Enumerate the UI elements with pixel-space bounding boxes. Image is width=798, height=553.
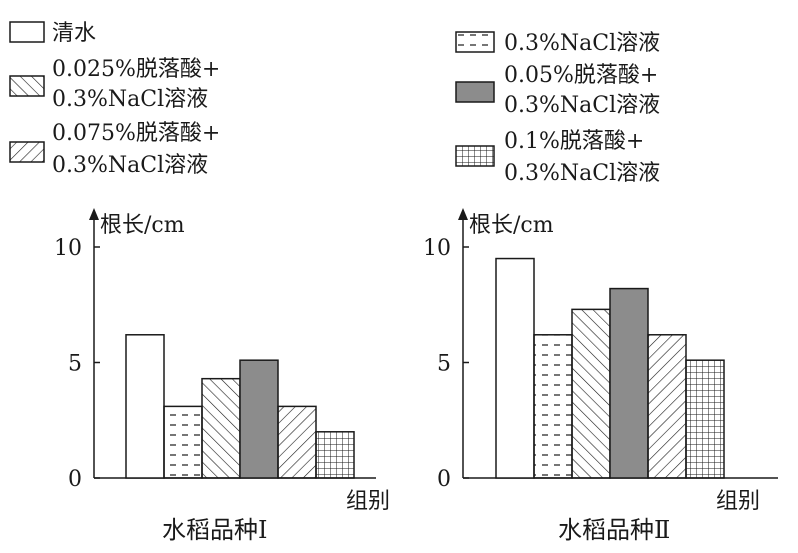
bar-blank (495, 257, 535, 479)
bar-diag-back (647, 334, 687, 479)
chart-caption: 水稻品种Ⅱ (558, 516, 670, 544)
bar-diag-forward (201, 377, 241, 479)
chart-panel-variety-1: 根长/cm 组别 水稻品种Ⅰ 0 5 10 (54, 208, 390, 544)
x-axis-label: 组别 (716, 489, 760, 514)
legend-swatch-dashes (455, 31, 495, 53)
y-axis-label: 根长/cm (469, 213, 554, 238)
legend-item-0025-aba: 0.025%脱落酸+ 0.3%NaCl溶液 (9, 57, 220, 112)
legend-swatch-blank (9, 21, 45, 43)
bar-gray (609, 287, 649, 479)
y-ticks: 0 5 10 (54, 236, 100, 492)
legend-label: 0.025%脱落酸+ (52, 57, 220, 82)
legend-swatch-gray (455, 81, 495, 103)
chart-caption: 水稻品种Ⅰ (162, 516, 267, 544)
y-tick-label: 10 (423, 236, 451, 261)
x-axis-label: 组别 (346, 489, 390, 514)
y-tick-label: 10 (54, 236, 82, 261)
legend-label: 清水 (52, 21, 96, 46)
y-axis-label: 根长/cm (100, 213, 185, 238)
bar-diag-back (277, 405, 317, 479)
bar-dashes (163, 405, 203, 479)
bars (495, 257, 725, 479)
y-tick-label: 0 (437, 467, 451, 492)
legend-label: 0.3%NaCl溶液 (52, 87, 208, 112)
y-tick-label: 5 (437, 352, 451, 377)
bar-diag-forward (571, 308, 611, 479)
legend-label: 0.3%NaCl溶液 (504, 161, 660, 186)
legend-item-0075-aba: 0.075%脱落酸+ 0.3%NaCl溶液 (9, 121, 220, 178)
bar-dashes (533, 334, 573, 479)
legend-swatch-diag-back (9, 141, 45, 163)
legend-label: 0.3%NaCl溶液 (52, 153, 208, 178)
y-tick-label: 0 (68, 467, 82, 492)
legend-item-01-aba: 0.1%脱落酸+ 0.3%NaCl溶液 (455, 129, 660, 186)
legend: 清水 0.025%脱落酸+ 0.3%NaCl溶液 0.075%脱落酸+ 0.3%… (9, 21, 660, 186)
legend-item-clear-water: 清水 (9, 21, 96, 46)
bar-grid (685, 359, 725, 479)
legend-label: 0.3%NaCl溶液 (504, 31, 660, 56)
legend-item-005-aba: 0.05%脱落酸+ 0.3%NaCl溶液 (455, 63, 660, 118)
chart-panel-variety-2: 根长/cm 组别 水稻品种Ⅱ 0 5 10 (423, 208, 778, 544)
legend-swatch-grid (455, 145, 495, 167)
y-ticks: 0 5 10 (423, 236, 469, 492)
bar-gray (239, 359, 279, 479)
y-tick-label: 5 (68, 352, 82, 377)
y-axis-arrow (89, 208, 99, 220)
legend-item-nacl: 0.3%NaCl溶液 (455, 31, 660, 56)
bar-blank (125, 334, 165, 479)
legend-label: 0.3%NaCl溶液 (504, 93, 660, 118)
legend-label: 0.05%脱落酸+ (504, 63, 658, 88)
legend-label: 0.075%脱落酸+ (52, 121, 220, 146)
legend-label: 0.1%脱落酸+ (504, 129, 644, 154)
y-axis-arrow (458, 208, 468, 220)
bars (125, 334, 355, 479)
bar-grid (315, 431, 355, 479)
legend-swatch-diag-forward (9, 75, 45, 97)
